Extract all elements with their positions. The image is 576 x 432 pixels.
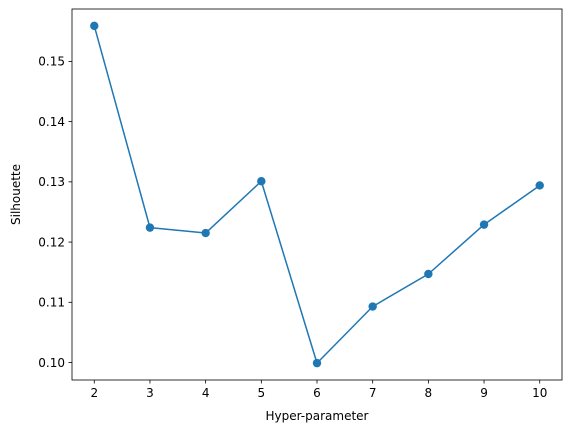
- data-point: [424, 269, 433, 279]
- x-tick-label: 7: [369, 386, 377, 400]
- data-point: [312, 358, 322, 368]
- data-point: [479, 220, 489, 229]
- data-point: [145, 223, 155, 232]
- data-point: [535, 181, 544, 190]
- x-axis-label: Hyper-parameter: [266, 409, 369, 423]
- x-tick-label: 9: [480, 386, 488, 400]
- y-tick-label: 0.12: [38, 235, 65, 249]
- x-tick-label: 10: [532, 386, 547, 400]
- y-axis: 0.10 0.11 0.12 0.13 0.14 0.15: [38, 55, 72, 370]
- x-tick-label: 4: [202, 386, 210, 400]
- y-tick-label: 0.15: [38, 55, 65, 69]
- x-tick-label: 2: [90, 386, 98, 400]
- x-tick-label: 5: [257, 386, 265, 400]
- data-point: [90, 21, 99, 31]
- x-tick-label: 6: [313, 386, 321, 400]
- axes-frame: [71, 8, 563, 381]
- y-tick-label: 0.11: [38, 296, 65, 310]
- data-point: [201, 228, 210, 238]
- y-tick-label: 0.10: [38, 356, 65, 370]
- plot-area: [90, 21, 544, 368]
- x-tick-label: 3: [146, 386, 154, 400]
- y-tick-label: 0.14: [38, 115, 65, 129]
- data-point: [257, 177, 266, 186]
- y-tick-label: 0.13: [38, 175, 65, 189]
- x-tick-label: 8: [425, 386, 433, 400]
- data-point: [368, 302, 377, 311]
- y-axis-label: Silhouette: [9, 164, 23, 225]
- x-axis: 2 3 4 5 6 7 8 9 10: [90, 380, 547, 400]
